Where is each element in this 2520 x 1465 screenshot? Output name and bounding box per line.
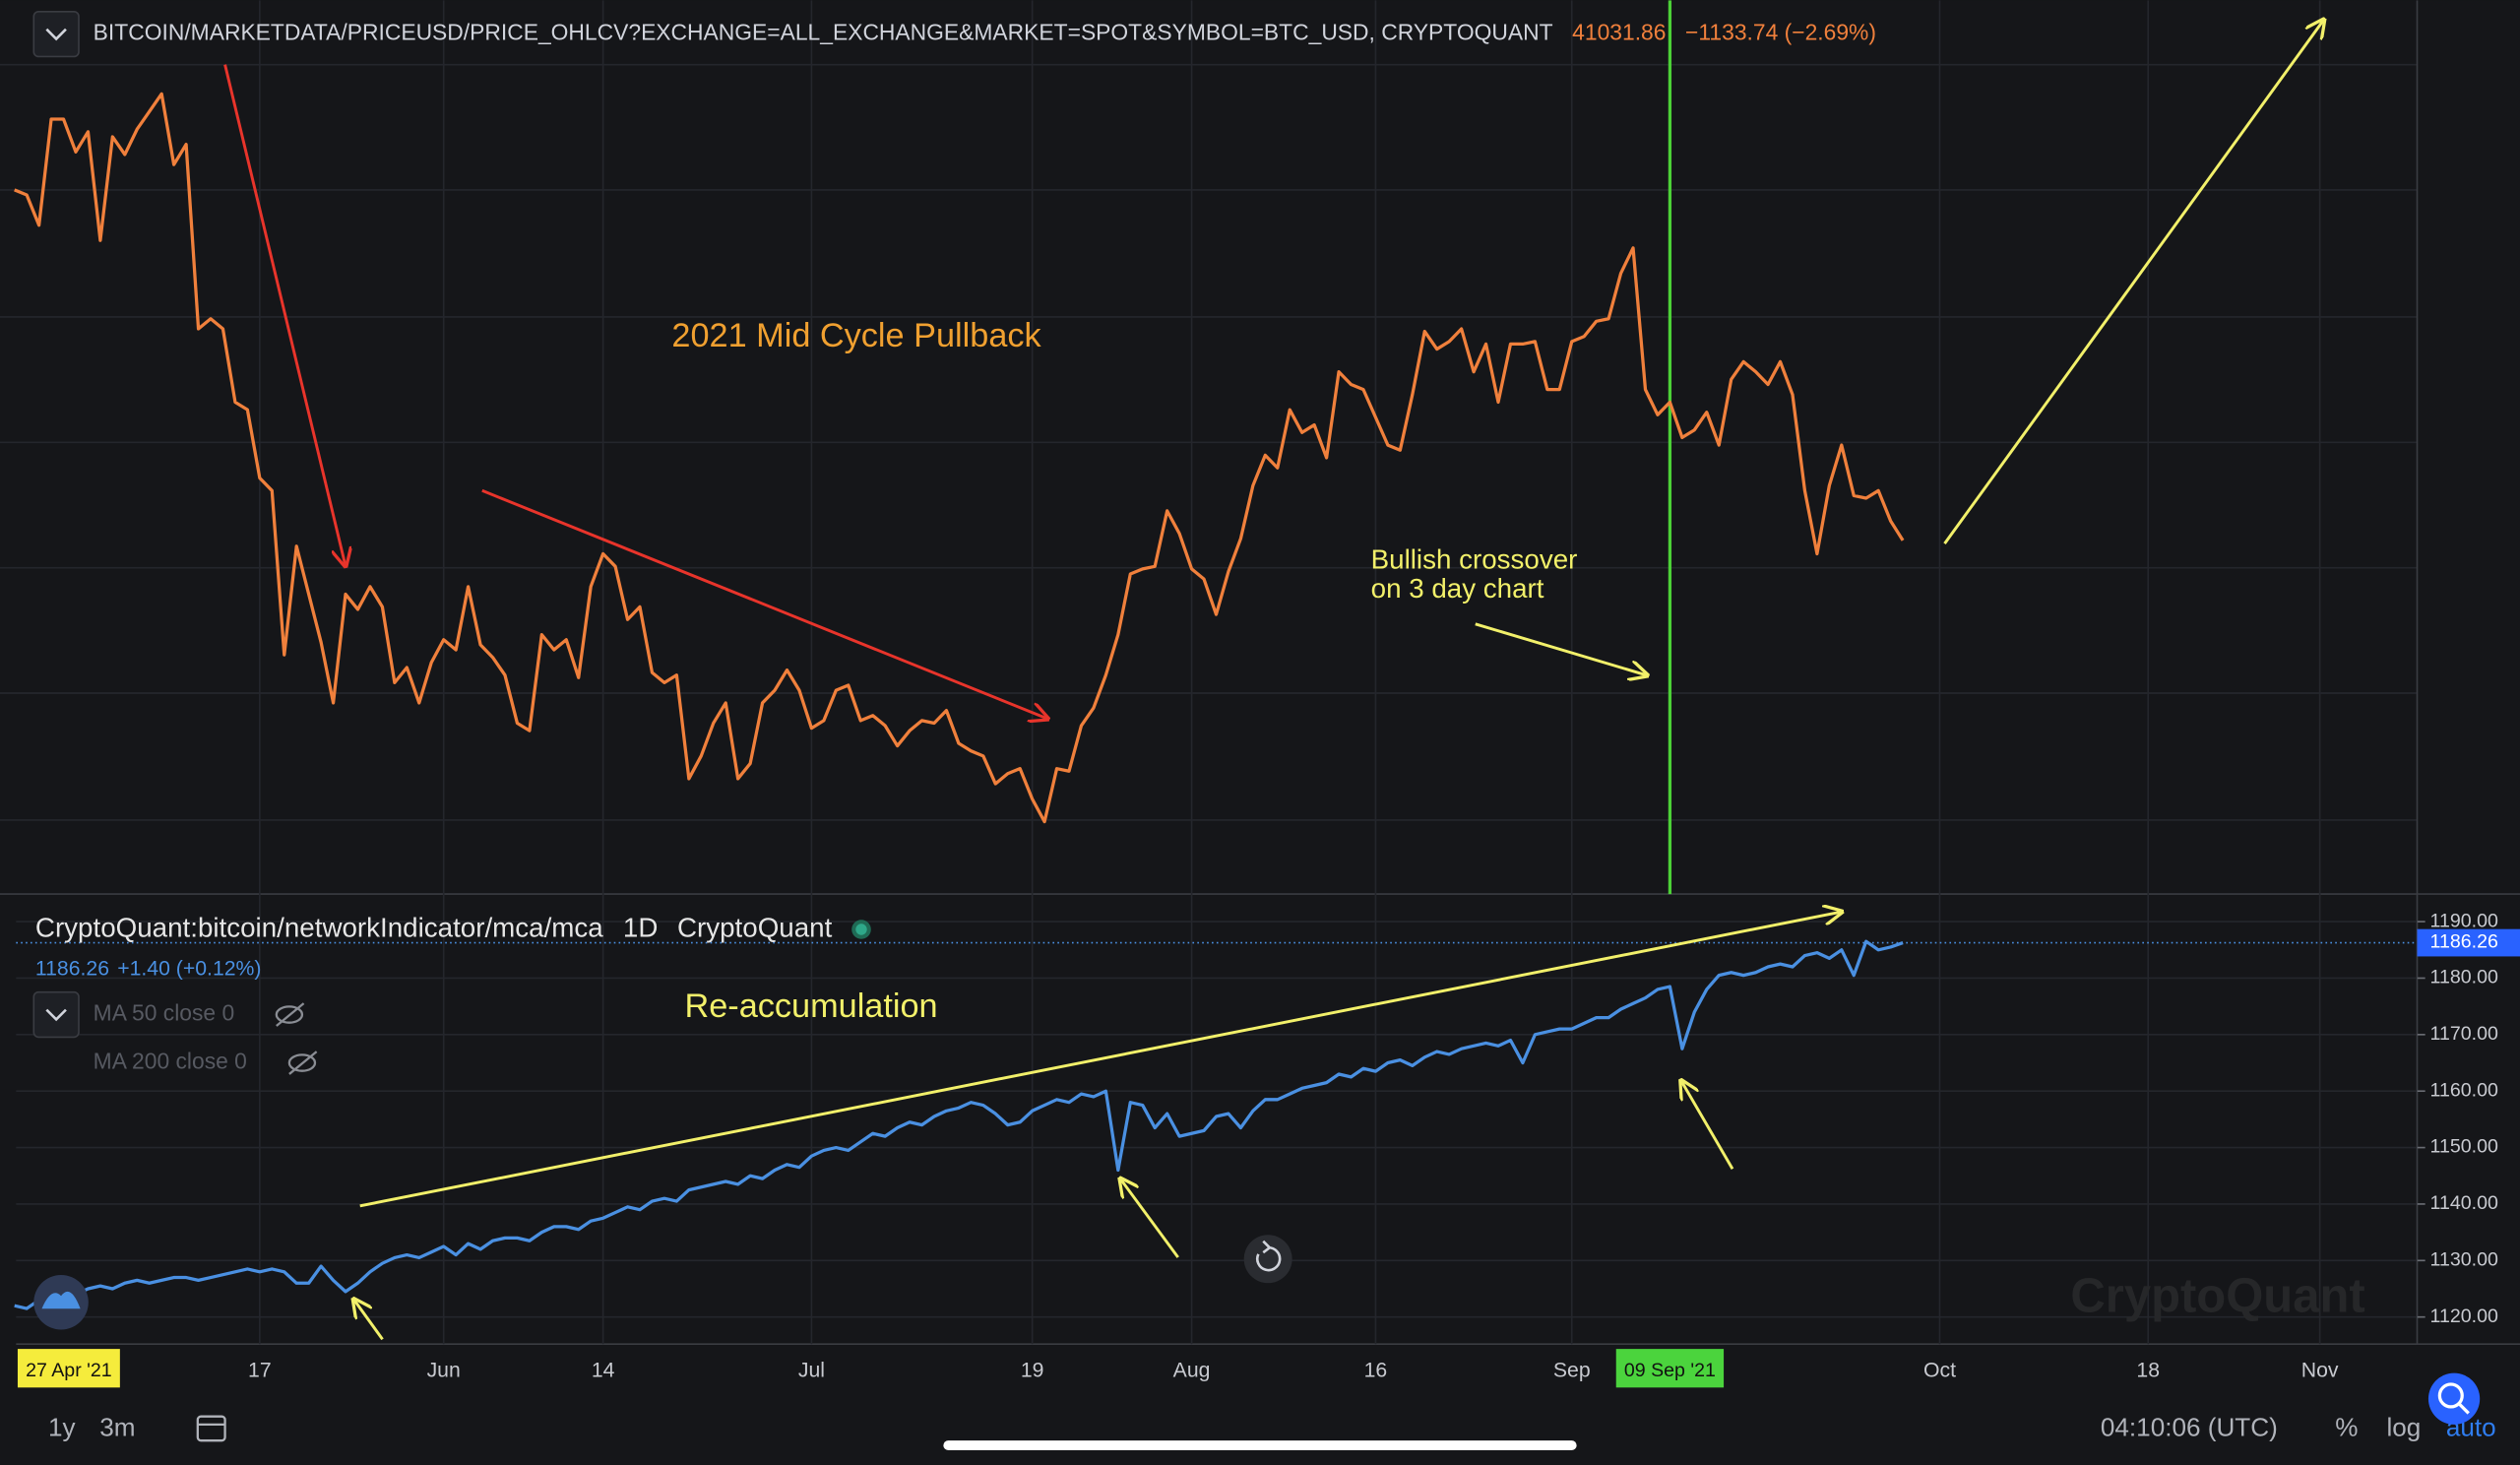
percent-toggle[interactable]: % xyxy=(2335,1413,2358,1442)
annotation: 2021 Mid Cycle Pullback xyxy=(671,317,1041,354)
clock: 04:10:06 (UTC) xyxy=(2101,1413,2278,1442)
arrow xyxy=(1943,20,2324,545)
annotation: Bullish crossover xyxy=(1371,543,1578,574)
logo-icon xyxy=(41,1291,81,1309)
last-value-tag xyxy=(2417,928,2520,957)
last-value-label: 1186.26 xyxy=(2430,931,2498,953)
indicator-item: MA 200 close 0 xyxy=(94,1049,247,1074)
annotation: on 3 day chart xyxy=(1371,573,1544,604)
y-tick-label: 1170.00 xyxy=(2430,1023,2498,1045)
range-button[interactable]: 1y xyxy=(48,1413,76,1442)
price-change: −1133.74 (−2.69%) xyxy=(1685,20,1876,45)
x-tick-label: Jun xyxy=(427,1360,461,1382)
x-tick-label: 18 xyxy=(2136,1360,2160,1382)
x-tick-label: 16 xyxy=(1364,1360,1388,1382)
y-tick-label: 1150.00 xyxy=(2430,1136,2498,1158)
arrow xyxy=(353,1300,384,1341)
log-toggle[interactable]: log xyxy=(2386,1413,2421,1442)
range-button[interactable]: 3m xyxy=(99,1413,135,1442)
last-price: 41031.86 xyxy=(1572,20,1666,45)
reset-icon xyxy=(1262,1240,1272,1254)
indicator-title: CryptoQuant:bitcoin/networkIndicator/mca… xyxy=(35,912,603,942)
x-tick-label: 09 Sep '21 xyxy=(1624,1360,1716,1381)
x-tick-label: 19 xyxy=(1021,1360,1044,1382)
search-button[interactable] xyxy=(2427,1372,2481,1425)
y-tick-label: 1180.00 xyxy=(2430,967,2498,988)
x-tick-label: Sep xyxy=(1553,1360,1591,1382)
y-tick-label: 1120.00 xyxy=(2430,1306,2498,1327)
x-tick-label: 27 Apr '21 xyxy=(26,1360,112,1381)
hide-icon[interactable] xyxy=(275,1002,305,1027)
reset-button[interactable] xyxy=(1243,1235,1292,1284)
arrow xyxy=(1681,1080,1734,1171)
x-tick-label: 14 xyxy=(592,1360,615,1382)
arrow xyxy=(359,912,1842,1208)
marks xyxy=(14,0,2418,1345)
y-tick-label: 1130.00 xyxy=(2430,1248,2498,1270)
highlight-label-bg xyxy=(1615,1349,1725,1388)
chevron-icon xyxy=(45,28,67,41)
hide-icon[interactable] xyxy=(287,1051,318,1075)
arrow xyxy=(481,488,1048,719)
annotation: Re-accumulation xyxy=(685,987,938,1025)
y-tick-label: 1140.00 xyxy=(2430,1192,2498,1214)
collapse-button[interactable] xyxy=(32,990,80,1039)
x-tick-label: Oct xyxy=(1923,1360,1956,1382)
series-line xyxy=(14,939,1904,1310)
x-tick-label: Nov xyxy=(2301,1360,2339,1382)
symbol: BITCOIN/MARKETDATA/PRICEUSD/PRICE_OHLCV?… xyxy=(94,20,1553,45)
grid xyxy=(0,63,2418,821)
collapse-button[interactable] xyxy=(32,10,80,58)
highlight-label-bg xyxy=(17,1349,120,1388)
indicator-item: MA 50 close 0 xyxy=(94,1000,235,1026)
status-dot xyxy=(855,924,867,935)
annotation-arrows xyxy=(223,20,2324,1341)
y-tick-label: 1190.00 xyxy=(2430,910,2498,931)
date-range-button[interactable] xyxy=(196,1415,226,1442)
x-tick-label: Aug xyxy=(1173,1360,1211,1382)
series-line xyxy=(14,92,1905,824)
watermark: CryptoQuant xyxy=(2070,1269,2364,1322)
arrow xyxy=(223,64,346,566)
indicator-interval: 1D xyxy=(623,912,658,942)
search-icon xyxy=(2457,1402,2470,1415)
x-tick-label: 17 xyxy=(248,1360,272,1382)
arrow xyxy=(1475,622,1648,675)
indicator-change: +1.40 (+0.12%) xyxy=(117,957,261,980)
chevron-icon xyxy=(45,1008,67,1022)
x-tick-label: Jul xyxy=(798,1360,825,1382)
indicator-value: 1186.26 xyxy=(35,957,109,980)
search-icon xyxy=(2437,1382,2464,1409)
y-tick-label: 1160.00 xyxy=(2430,1079,2498,1101)
home-indicator xyxy=(943,1440,1577,1450)
reset-icon xyxy=(1255,1245,1282,1272)
arrow xyxy=(1120,1178,1179,1258)
indicator-source: CryptoQuant xyxy=(677,912,833,942)
